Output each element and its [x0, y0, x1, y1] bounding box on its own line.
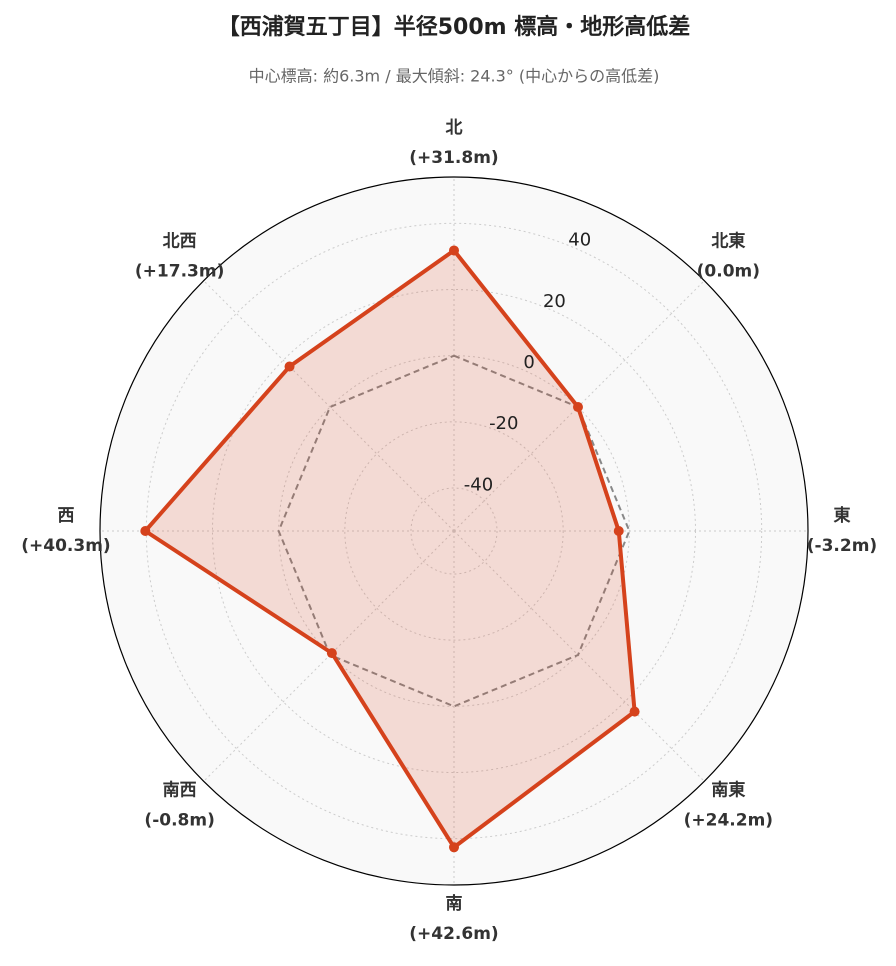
value-label: (+31.8m)	[409, 148, 498, 168]
chart-subtitle: 中心標高: 約6.3m / 最大傾斜: 24.3° (中心からの高低差)	[249, 67, 660, 86]
spoke	[203, 280, 455, 532]
data-point	[613, 526, 624, 536]
r-tick-label: 0	[523, 352, 534, 373]
category-label: 北	[446, 118, 463, 138]
value-label: (+24.2m)	[684, 810, 773, 830]
r-tick-label: -20	[489, 413, 518, 434]
category-label: 東	[834, 505, 851, 526]
value-label: (+40.3m)	[21, 536, 110, 556]
grid-circle	[410, 487, 498, 575]
category-label: 南西	[163, 779, 197, 800]
category-label: 南	[446, 893, 463, 914]
spoke	[453, 530, 705, 782]
data-point	[284, 361, 295, 372]
r-tick-label: 40	[568, 230, 591, 251]
data-point	[326, 648, 337, 659]
data-point	[572, 402, 583, 413]
category-label: 西	[58, 506, 75, 526]
value-label: (0.0m)	[697, 262, 760, 282]
reference-line	[277, 354, 631, 708]
category-label: 北東	[711, 231, 745, 252]
chart-title: 【西浦賀五丁目】半径500m 標高・地形高低差	[218, 14, 691, 40]
data-point	[449, 842, 459, 853]
value-label: (+17.3m)	[135, 262, 224, 282]
r-tick-label: 20	[543, 291, 566, 312]
category-label: 南東	[711, 779, 745, 800]
value-label: (-0.8m)	[144, 810, 214, 830]
data-point	[629, 706, 640, 717]
value-label: (+42.6m)	[409, 924, 498, 944]
category-label: 北西	[163, 232, 197, 252]
grid-circle	[344, 421, 564, 641]
data-point	[449, 245, 459, 256]
data-point	[140, 526, 151, 536]
r-tick-label: -40	[464, 474, 493, 495]
value-label: (-3.2m)	[807, 536, 877, 556]
